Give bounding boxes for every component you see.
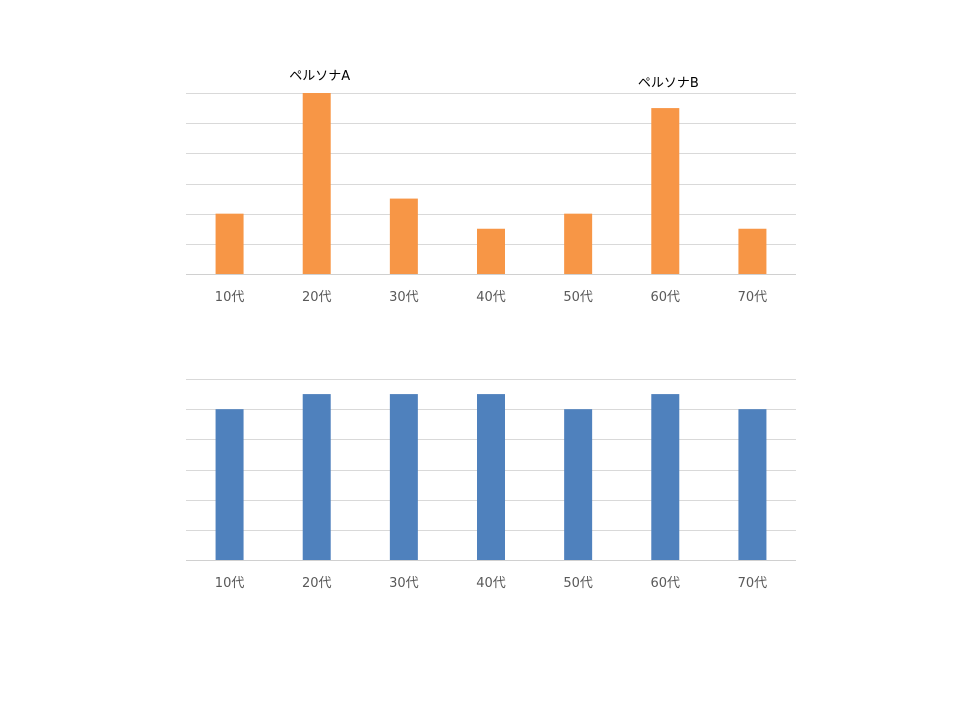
x-tick-label: 40代	[476, 576, 506, 591]
bar-50代	[564, 409, 593, 560]
x-tick-label: 40代	[476, 290, 506, 305]
x-tick-label: 10代	[215, 576, 245, 591]
x-tick-label: 20代	[302, 290, 332, 305]
x-tick-label: 70代	[738, 290, 768, 305]
bar-50代	[564, 213, 593, 274]
x-tick-label: 20代	[302, 576, 332, 591]
bar-40代	[477, 228, 505, 274]
bar-60代	[651, 394, 680, 560]
bar-chart-1: 10代 20代 30代 40代 50代 60代 70代 ペルソナA ペルソナB	[186, 69, 796, 305]
x-tick-label: 50代	[563, 576, 593, 591]
x-tick-label: 50代	[563, 290, 593, 305]
annotation-label: ペルソナA	[289, 69, 350, 84]
bar-30代	[389, 394, 418, 560]
bar-chart-2: 10代 20代 30代 40代 50代 60代 70代	[186, 379, 796, 591]
bar-20代	[302, 93, 331, 274]
bar-70代	[738, 228, 767, 274]
bar-20代	[302, 394, 331, 560]
bar-70代	[738, 409, 767, 560]
bar-10代	[215, 213, 244, 274]
bar-60代	[651, 108, 680, 274]
x-tick-label: 10代	[215, 290, 245, 305]
bar-10代	[215, 409, 244, 560]
x-tick-label: 30代	[389, 576, 419, 591]
annotation-label: ペルソナB	[638, 76, 699, 91]
x-tick-label: 60代	[651, 576, 681, 591]
x-tick-label: 60代	[651, 290, 681, 305]
x-tick-label: 30代	[389, 290, 419, 305]
bar-30代	[389, 198, 418, 274]
bar-40代	[477, 394, 505, 560]
x-tick-label: 70代	[738, 576, 768, 591]
